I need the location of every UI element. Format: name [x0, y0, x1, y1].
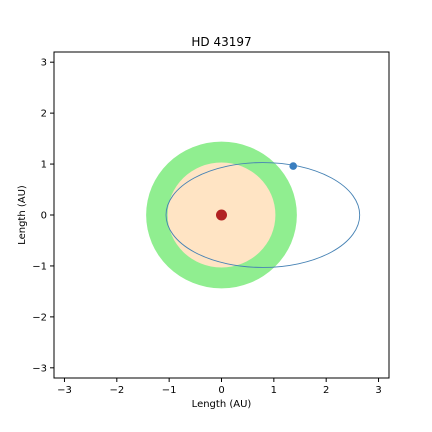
y-tick-label: −3 [32, 363, 47, 374]
x-tick-label: 2 [323, 385, 329, 396]
x-tick-label: −2 [109, 385, 124, 396]
y-axis-label: Length (AU) [17, 185, 28, 245]
y-tick-label: 3 [41, 58, 47, 69]
y-tick-label: 0 [41, 211, 47, 222]
y-axis: −3 −2 −1 0 1 2 3 [32, 58, 54, 374]
star-point [216, 209, 227, 221]
y-tick-label: 2 [41, 109, 47, 120]
x-axis: −3 −2 −1 0 1 2 3 [57, 378, 382, 396]
x-tick-label: −1 [162, 385, 177, 396]
y-tick-label: −2 [32, 312, 47, 323]
chart-title: HD 43197 [191, 35, 251, 49]
planet-orbit [165, 162, 361, 268]
plot-area [146, 141, 361, 289]
x-tick-label: 1 [271, 385, 277, 396]
x-tick-label: 3 [375, 385, 381, 396]
y-tick-label: −1 [32, 261, 47, 272]
x-tick-label: −3 [57, 385, 72, 396]
y-tick-label: 1 [41, 160, 47, 171]
planet-point [289, 162, 298, 170]
x-tick-label: 0 [218, 385, 224, 396]
x-axis-label: Length (AU) [192, 399, 252, 410]
